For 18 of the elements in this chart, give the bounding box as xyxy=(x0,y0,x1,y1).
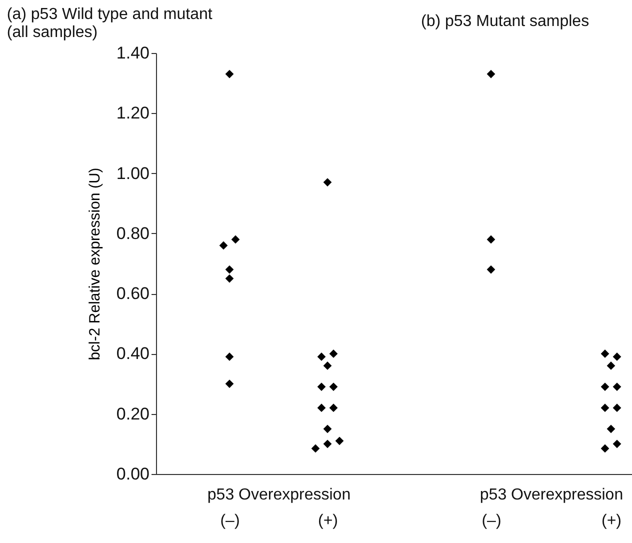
x-axis-title: p53 Overexpression xyxy=(207,486,351,504)
x-tick-label: (+) xyxy=(318,512,338,530)
y-tick-label: 0.20 xyxy=(116,404,150,424)
x-tick-label: (–) xyxy=(482,512,502,530)
y-tick-label: 0.00 xyxy=(116,464,150,484)
y-tick-label: 1.20 xyxy=(116,104,150,123)
x-tick-label: (–) xyxy=(220,512,240,530)
y-tick-label: 1.00 xyxy=(116,164,150,183)
y-tick-label: 0.80 xyxy=(116,224,150,243)
x-tick-label: (+) xyxy=(602,512,622,530)
y-axis-title: bcl-2 Relative expression (U) xyxy=(86,168,104,360)
chart-subtitle: (all samples) xyxy=(6,24,98,41)
y-tick-label: 0.40 xyxy=(116,344,150,364)
y-tick-label: 1.40 xyxy=(116,44,150,62)
y-tick-label: 0.60 xyxy=(116,284,150,304)
chart-title: (b) p53 Mutant samples xyxy=(421,13,590,30)
x-axis-title: p53 Overexpression xyxy=(480,486,624,504)
chart-title: (a) p53 Wild type and mutant xyxy=(6,6,213,23)
